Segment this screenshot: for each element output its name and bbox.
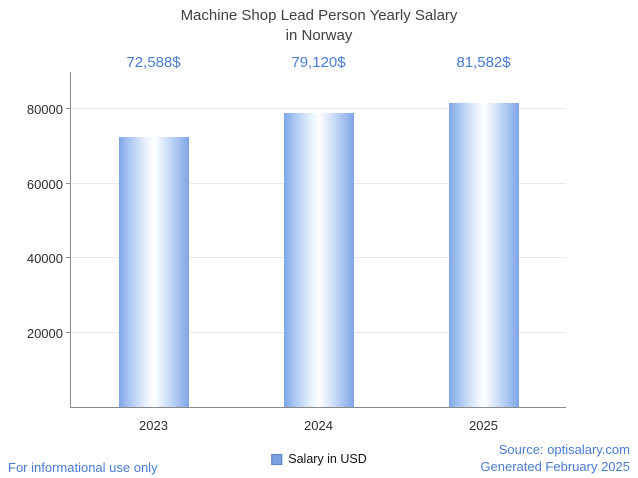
y-tick-mark [66,257,71,259]
bar-value-label: 79,120$ [291,54,346,71]
y-tick-label: 60000 [26,176,63,192]
y-tick-mark [66,331,71,333]
bar [118,136,189,407]
legend: Salary in USD [271,452,367,466]
chart-title-line2: in Norway [285,26,353,44]
source-info: Source: optisalary.com Generated Februar… [480,442,630,476]
y-tick-label: 20000 [26,325,63,341]
y-tick-label: 80000 [26,102,63,118]
y-tick-label: 40000 [26,251,63,267]
bar-columns: 72,588$ 2023 79,120$ 2024 81,582$ 2025 [71,54,566,433]
x-axis-label: 2023 [139,418,168,433]
legend-swatch-icon [271,453,283,465]
bar-value-label: 72,588$ [126,54,181,71]
bar [283,112,354,407]
generated-date: Generated February 2025 [480,459,630,475]
source-link[interactable]: Source: optisalary.com [498,442,630,458]
bar-column: 81,582$ 2025 [401,54,566,433]
y-tick-mark [66,182,71,184]
bar-column: 79,120$ 2024 [236,54,401,433]
chart-title-line1: Machine Shop Lead Person Yearly Salary [180,7,458,24]
legend-label: Salary in USD [288,452,367,466]
disclaimer-text: For informational use only [8,460,158,475]
y-tick-mark [66,108,71,110]
bar [448,103,519,407]
x-axis-label: 2025 [469,418,498,433]
bar-value-label: 81,582$ [456,54,511,71]
chart-title: Machine Shop Lead Person Yearly Salary i… [0,6,638,45]
plot-area: 20000 40000 60000 80000 72,588$ 2023 79,120$ 20… [27,54,566,433]
bar-column: 72,588$ 2023 [71,54,236,433]
x-axis-label: 2024 [304,418,333,433]
gridline [71,108,566,110]
